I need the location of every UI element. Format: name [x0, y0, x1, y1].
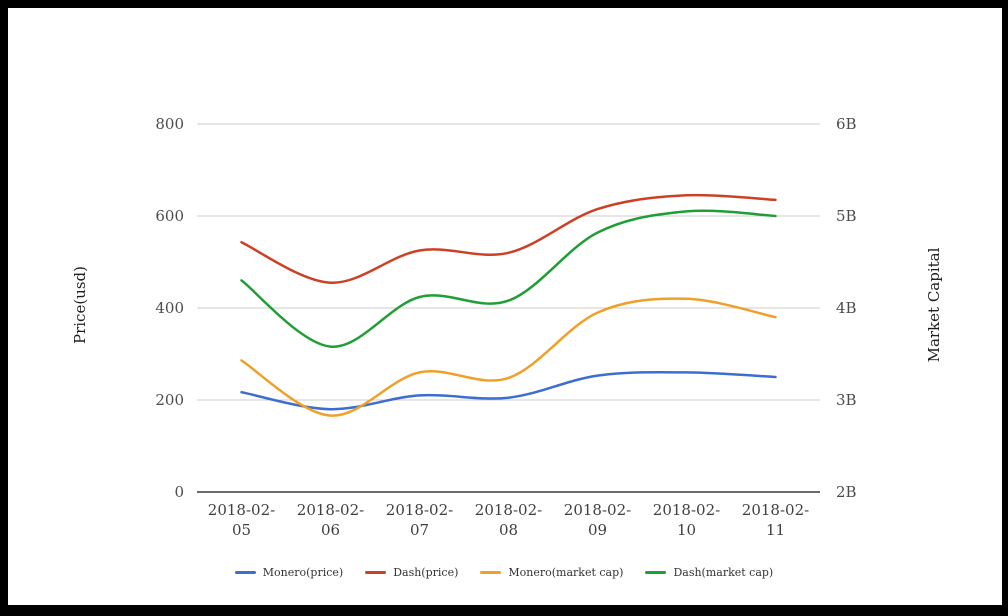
- right-tick-label: 4B: [836, 299, 857, 317]
- x-tick-label: 2018-02- 09: [563, 501, 632, 539]
- right-tick-label: 5B: [836, 207, 857, 225]
- x-tick-label: 2018-02- 06: [296, 501, 365, 539]
- x-tick-label: 2018-02- 05: [207, 501, 276, 539]
- legend-label: Dash(price): [393, 566, 459, 579]
- x-tick-label: 2018-02- 10: [652, 501, 721, 539]
- left-tick-label: 600: [155, 207, 184, 225]
- legend-label: Dash(market cap): [673, 566, 774, 579]
- legend-item[interactable]: Monero(price): [234, 566, 344, 579]
- left-tick-label: 0: [174, 483, 184, 501]
- x-tick-label: 2018-02- 11: [741, 501, 810, 539]
- legend-item[interactable]: Monero(market cap): [480, 566, 623, 579]
- left-tick-label: 200: [155, 391, 184, 409]
- right-tick-label: 3B: [836, 391, 857, 409]
- series-line-monero-market-cap-: [240, 297, 777, 417]
- x-tick-label: 2018-02- 08: [474, 501, 543, 539]
- legend-item[interactable]: Dash(market cap): [645, 566, 773, 579]
- right-tick-label: 2B: [836, 483, 857, 501]
- legend-line-swatch: [480, 571, 502, 574]
- right-tick-label: 6B: [836, 115, 857, 133]
- series-line-dash-market-cap-: [240, 209, 777, 348]
- chart-legend: Monero(price) Dash(price) Monero(market ca…: [0, 566, 1008, 579]
- left-tick-label: 400: [155, 299, 184, 317]
- x-tick-label: 2018-02- 07: [385, 501, 454, 539]
- legend-line-swatch: [365, 571, 387, 574]
- legend-line-swatch: [645, 571, 667, 574]
- legend-label: Monero(market cap): [508, 566, 624, 579]
- right-axis-title: Market Capital: [925, 247, 943, 363]
- legend-item[interactable]: Dash(price): [365, 566, 458, 579]
- left-tick-label: 800: [155, 115, 184, 133]
- series-line-monero-price-: [240, 370, 777, 411]
- left-axis-title: Price(usd): [71, 265, 89, 345]
- chart-page-background: [8, 8, 1002, 605]
- legend-line-swatch: [234, 571, 256, 574]
- series-line-dash-price-: [240, 193, 777, 284]
- legend-label: Monero(price): [262, 566, 344, 579]
